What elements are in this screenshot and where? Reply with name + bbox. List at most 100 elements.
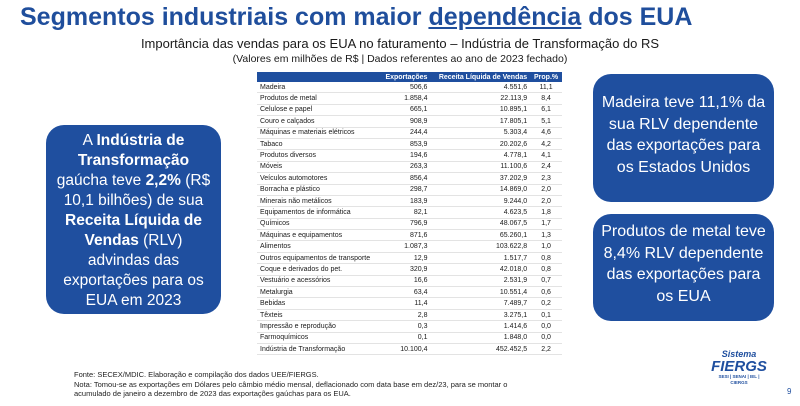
- header-exports: Exportações: [379, 72, 431, 82]
- cell-exports: 796,9: [379, 218, 431, 231]
- cell-revenue: 48.067,5: [430, 218, 531, 231]
- logo-line: SESI | SENAI | IEL | CIERGS: [718, 374, 760, 385]
- cell-exports: 12,9: [379, 252, 431, 265]
- table-row: Metalurgia 63,4 10.551,4 0,6: [257, 286, 562, 299]
- cell-revenue: 5.303,4: [430, 127, 531, 139]
- table-row: Produtos de metal 1.858,4 22.113,9 8,4: [257, 92, 562, 105]
- cell-prop: 2,0: [530, 184, 562, 196]
- cell-revenue: 4.778,1: [430, 149, 531, 162]
- cell-exports: 63,4: [379, 286, 431, 299]
- title-part: dos EUA: [581, 3, 693, 31]
- cell-prop: 2,0: [530, 195, 562, 208]
- cell-prop: 0,2: [530, 297, 562, 310]
- cell-revenue: 14.869,0: [430, 184, 531, 196]
- table-row: Tabaco 853,9 20.202,6 4,2: [257, 138, 562, 151]
- cell-segment: Celulose e papel: [257, 104, 380, 117]
- cell-segment: Coque e derivados do pet.: [257, 263, 380, 276]
- cell-prop: 0,7: [530, 275, 562, 288]
- cell-revenue: 20.202,6: [430, 138, 531, 151]
- table-row: Móveis 263,3 11.100,6 2,4: [257, 161, 562, 174]
- cell-segment: Veículos automotores: [257, 172, 380, 185]
- cell-exports: 16,6: [379, 275, 431, 288]
- cell-revenue: 1.848,0: [430, 332, 531, 345]
- metal-bubble: Produtos de metal teve 8,4% RLV dependen…: [593, 214, 774, 321]
- cell-segment: Máquinas e equipamentos: [257, 229, 380, 242]
- cell-prop: 6,1: [530, 104, 562, 117]
- cell-segment: Bebidas: [257, 297, 380, 310]
- cell-exports: 853,9: [379, 138, 431, 151]
- cell-prop: 2,2: [530, 342, 562, 356]
- cell-revenue: 10.551,4: [430, 286, 531, 299]
- table-row: Veículos automotores 856,4 37.202,9 2,3: [257, 172, 562, 185]
- cell-revenue: 42.018,0: [430, 263, 531, 276]
- cell-prop: 0,6: [530, 286, 562, 299]
- source-text: Fonte: SECEX/MDIC. Elaboração e compilaç…: [74, 370, 319, 379]
- table-row: Químicos 796,9 48.067,5 1,7: [257, 218, 562, 231]
- cell-segment: Borracha e plástico: [257, 184, 380, 196]
- cell-segment: Minerais não metálicos: [257, 195, 380, 208]
- header-prop: Prop.%: [530, 72, 562, 82]
- cell-segment: Indústria de Transformação: [257, 342, 380, 356]
- cell-revenue: 4.551,6: [430, 82, 531, 94]
- cell-revenue: 1.414,6: [430, 320, 531, 333]
- summary-bubble: A Indústria de Transformação gaúcha teve…: [46, 125, 221, 314]
- table-row: Máquinas e materiais elétricos 244,4 5.303…: [257, 127, 562, 139]
- table-row: Farmoquímicos 0,1 1.848,0 0,0: [257, 332, 562, 345]
- cell-revenue: 452.452,5: [430, 342, 531, 356]
- cell-exports: 298,7: [379, 184, 431, 196]
- cell-segment: Alimentos: [257, 240, 380, 253]
- cell-prop: 2,3: [530, 172, 562, 185]
- cell-prop: 11,1: [530, 82, 562, 94]
- cell-prop: 1,0: [530, 240, 562, 253]
- cell-revenue: 10.895,1: [430, 104, 531, 117]
- cell-segment: Impressão e reprodução: [257, 320, 380, 333]
- cell-revenue: 65.260,1: [430, 229, 531, 242]
- cell-exports: 856,4: [379, 172, 431, 185]
- cell-exports: 1.858,4: [379, 92, 431, 105]
- cell-segment: Outros equipamentos de transporte: [257, 252, 380, 265]
- bubble-bold-text: Indústria de Transformação: [77, 132, 190, 169]
- table-header-row: Exportações Receita Líquida de Vendas Pr…: [257, 72, 562, 82]
- bubble-bold-text: Receita Líquida de Vendas: [65, 212, 202, 249]
- logo-line: FIERGS: [711, 358, 767, 375]
- cell-revenue: 2.531,9: [430, 275, 531, 288]
- table-row: Impressão e reprodução 0,3 1.414,6 0,0: [257, 320, 562, 333]
- table-row: Outros equipamentos de transporte 12,9 1.5…: [257, 252, 562, 265]
- page-title: Segmentos industriais com maior dependên…: [20, 3, 692, 32]
- table-row: Produtos diversos 194,6 4.778,1 4,1: [257, 149, 562, 162]
- footer-source: Fonte: SECEX/MDIC. Elaboração e compilaç…: [74, 370, 544, 399]
- cell-segment: Farmoquímicos: [257, 332, 380, 345]
- cell-exports: 2,8: [379, 309, 431, 322]
- header-revenue: Receita Líquida de Vendas: [430, 72, 531, 82]
- cell-revenue: 3.275,1: [430, 309, 531, 322]
- cell-prop: 4,6: [530, 127, 562, 139]
- cell-exports: 11,4: [379, 297, 431, 310]
- subtitle-note: (Valores em milhões de R$ | Dados refere…: [232, 53, 568, 65]
- cell-exports: 871,6: [379, 229, 431, 242]
- cell-revenue: 22.113,9: [430, 92, 531, 105]
- cell-prop: 1,7: [530, 218, 562, 231]
- cell-exports: 908,9: [379, 115, 431, 128]
- cell-exports: 0,3: [379, 320, 431, 333]
- title-part: Segmentos industriais com maior: [20, 3, 429, 31]
- cell-revenue: 37.202,9: [430, 172, 531, 185]
- cell-exports: 665,1: [379, 104, 431, 117]
- cell-revenue: 4.623,5: [430, 206, 531, 219]
- madeira-bubble: Madeira teve 11,1% da sua RLV dependente…: [593, 74, 774, 202]
- title-underlined: dependência: [428, 3, 582, 31]
- cell-prop: 0,0: [530, 332, 562, 345]
- cell-revenue: 9.244,0: [430, 195, 531, 208]
- table-row: Couro e calçados 908,9 17.805,1 5,1: [257, 115, 562, 128]
- cell-prop: 0,8: [530, 263, 562, 276]
- table-row: Têxteis 2,8 3.275,1 0,1: [257, 309, 562, 322]
- cell-segment: Tabaco: [257, 138, 380, 151]
- bubble-bold-text: 2,2%: [145, 172, 181, 189]
- cell-prop: 2,4: [530, 161, 562, 174]
- bubble-text: A: [82, 132, 97, 149]
- cell-exports: 183,9: [379, 195, 431, 208]
- cell-segment: Produtos de metal: [257, 92, 380, 105]
- cell-revenue: 17.805,1: [430, 115, 531, 128]
- cell-exports: 10.100,4: [379, 342, 431, 356]
- cell-segment: Produtos diversos: [257, 149, 380, 162]
- cell-exports: 263,3: [379, 161, 431, 174]
